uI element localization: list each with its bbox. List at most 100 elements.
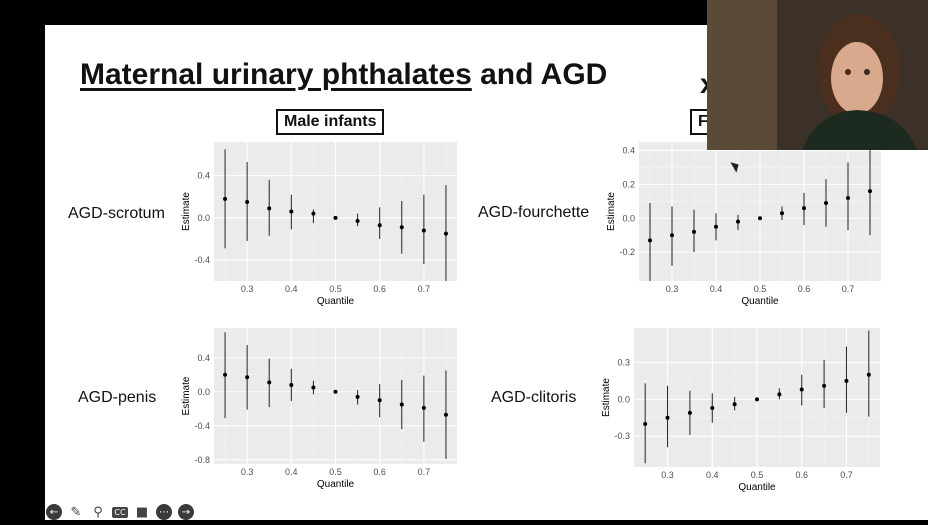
data-point [732,402,737,407]
forward-icon[interactable]: → [178,504,194,520]
data-point [755,397,759,402]
data-point [665,415,670,420]
data-point [822,383,827,388]
data-point [421,228,426,233]
y-tick-label: 0.0 [197,387,210,397]
data-point [710,405,715,410]
data-point [802,206,806,211]
data-point [687,410,692,415]
presenter-silhouette [707,0,928,150]
y-tick-label: 0.0 [617,394,630,404]
y-tick-label: 0.4 [622,145,635,155]
x-tick-label: 0.3 [661,470,674,480]
y-axis-label: Estimate [181,376,192,415]
y-tick-label: -0.4 [194,421,210,431]
x-tick-label: 0.3 [241,284,254,294]
y-tick-label: 0.4 [197,171,210,181]
x-axis-label: Quantile [317,296,355,307]
y-tick-label: 0.3 [617,357,630,367]
data-point [399,225,404,230]
row-label-agd-fourchette: AGD-fourchette [478,204,590,221]
data-point [245,200,250,205]
x-tick-label: 0.7 [418,284,431,294]
y-axis-label: Estimate [181,192,192,231]
data-point [223,372,228,377]
x-tick-label: 0.7 [418,467,431,477]
more-icon[interactable]: ⋯ [156,504,172,520]
x-tick-label: 0.6 [373,467,386,477]
data-point [421,405,426,410]
back-icon[interactable]: ← [46,504,62,520]
y-tick-label: 0.0 [197,213,210,223]
chart-agd-clitoris: 0.3 0.4 0.5 0.6 0.7 -0.3 0.0 0.3 Quantile Estimat… [601,328,880,493]
data-point [643,421,648,426]
x-tick-label: 0.4 [285,284,298,294]
data-point [355,218,360,223]
data-point [399,402,404,407]
data-point [714,224,718,229]
x-tick-label: 0.7 [842,284,855,294]
captions-icon[interactable]: CC [112,504,128,520]
data-point [289,209,294,214]
data-point [736,219,740,224]
slide-title-underlined: Maternal urinary phthalates [80,58,472,91]
y-tick-label: 0.0 [622,213,635,223]
data-point [692,229,696,234]
x-axis-label: Quantile [741,296,779,307]
chart-agd-fourchette: 0.3 0.4 0.5 0.6 0.7 -0.2 0.0 0.2 0.4 Quantile Esti… [606,142,881,307]
row-label-agd-clitoris: AGD-clitoris [491,389,577,406]
y-tick-label: -0.8 [194,455,210,465]
x-tick-label: 0.5 [754,284,767,294]
x-tick-label: 0.7 [840,470,853,480]
data-point [377,398,382,403]
data-point [245,375,250,380]
data-point [289,382,294,387]
data-point [868,189,872,194]
data-point [866,372,871,377]
x-tick-label: 0.4 [285,467,298,477]
y-tick-label: 0.2 [622,179,635,189]
camera-icon[interactable]: ■ [135,504,149,520]
y-tick-label: 0.4 [197,353,210,363]
data-point [670,233,674,238]
x-tick-label: 0.6 [795,470,808,480]
x-tick-label: 0.3 [241,467,254,477]
slide-title-rest: and AGD [471,58,608,91]
y-axis-label: Estimate [606,192,617,231]
male-infants-label: Male infants [276,109,385,135]
x-tick-label: 0.5 [329,467,342,477]
y-tick-label: -0.4 [194,255,210,265]
slide-title: Maternal urinary phthalates and AGD [80,58,607,92]
y-axis-label: Estimate [601,378,612,417]
y-tick-label: -0.2 [619,247,635,257]
data-point [333,215,338,220]
female-infants-label: F [690,109,716,135]
data-point [780,211,784,216]
row-label-agd-penis: AGD-penis [78,389,157,406]
x-tick-label: 0.3 [666,284,679,294]
search-icon[interactable]: ⚲ [93,504,103,520]
presentation-toolbar: ← ✎ ⚲ CC ■ ⋯ → [46,503,194,521]
data-point [846,195,850,200]
data-point [443,231,448,236]
data-point [758,216,762,221]
x-axis-label: Quantile [317,479,355,490]
x-tick-label: 0.5 [751,470,764,480]
data-point [311,211,316,216]
data-point [355,394,360,399]
x-tick-label: 0.5 [329,284,342,294]
x-axis-label: Quantile [738,482,776,493]
pen-icon[interactable]: ✎ [70,504,82,520]
data-point [223,196,228,201]
data-point [844,378,849,383]
data-point [377,223,382,228]
data-point [333,389,338,394]
webcam-video [707,0,928,150]
data-point [777,392,782,397]
x-tick-label: 0.4 [706,470,719,480]
x-tick-label: 0.4 [710,284,723,294]
y-tick-label: -0.3 [614,431,630,441]
data-point [799,387,804,392]
chart-agd-penis: 0.3 0.4 0.5 0.6 0.7 -0.8 -0.4 0.0 0.4 Quantile Est… [181,328,457,490]
data-point [824,201,828,206]
